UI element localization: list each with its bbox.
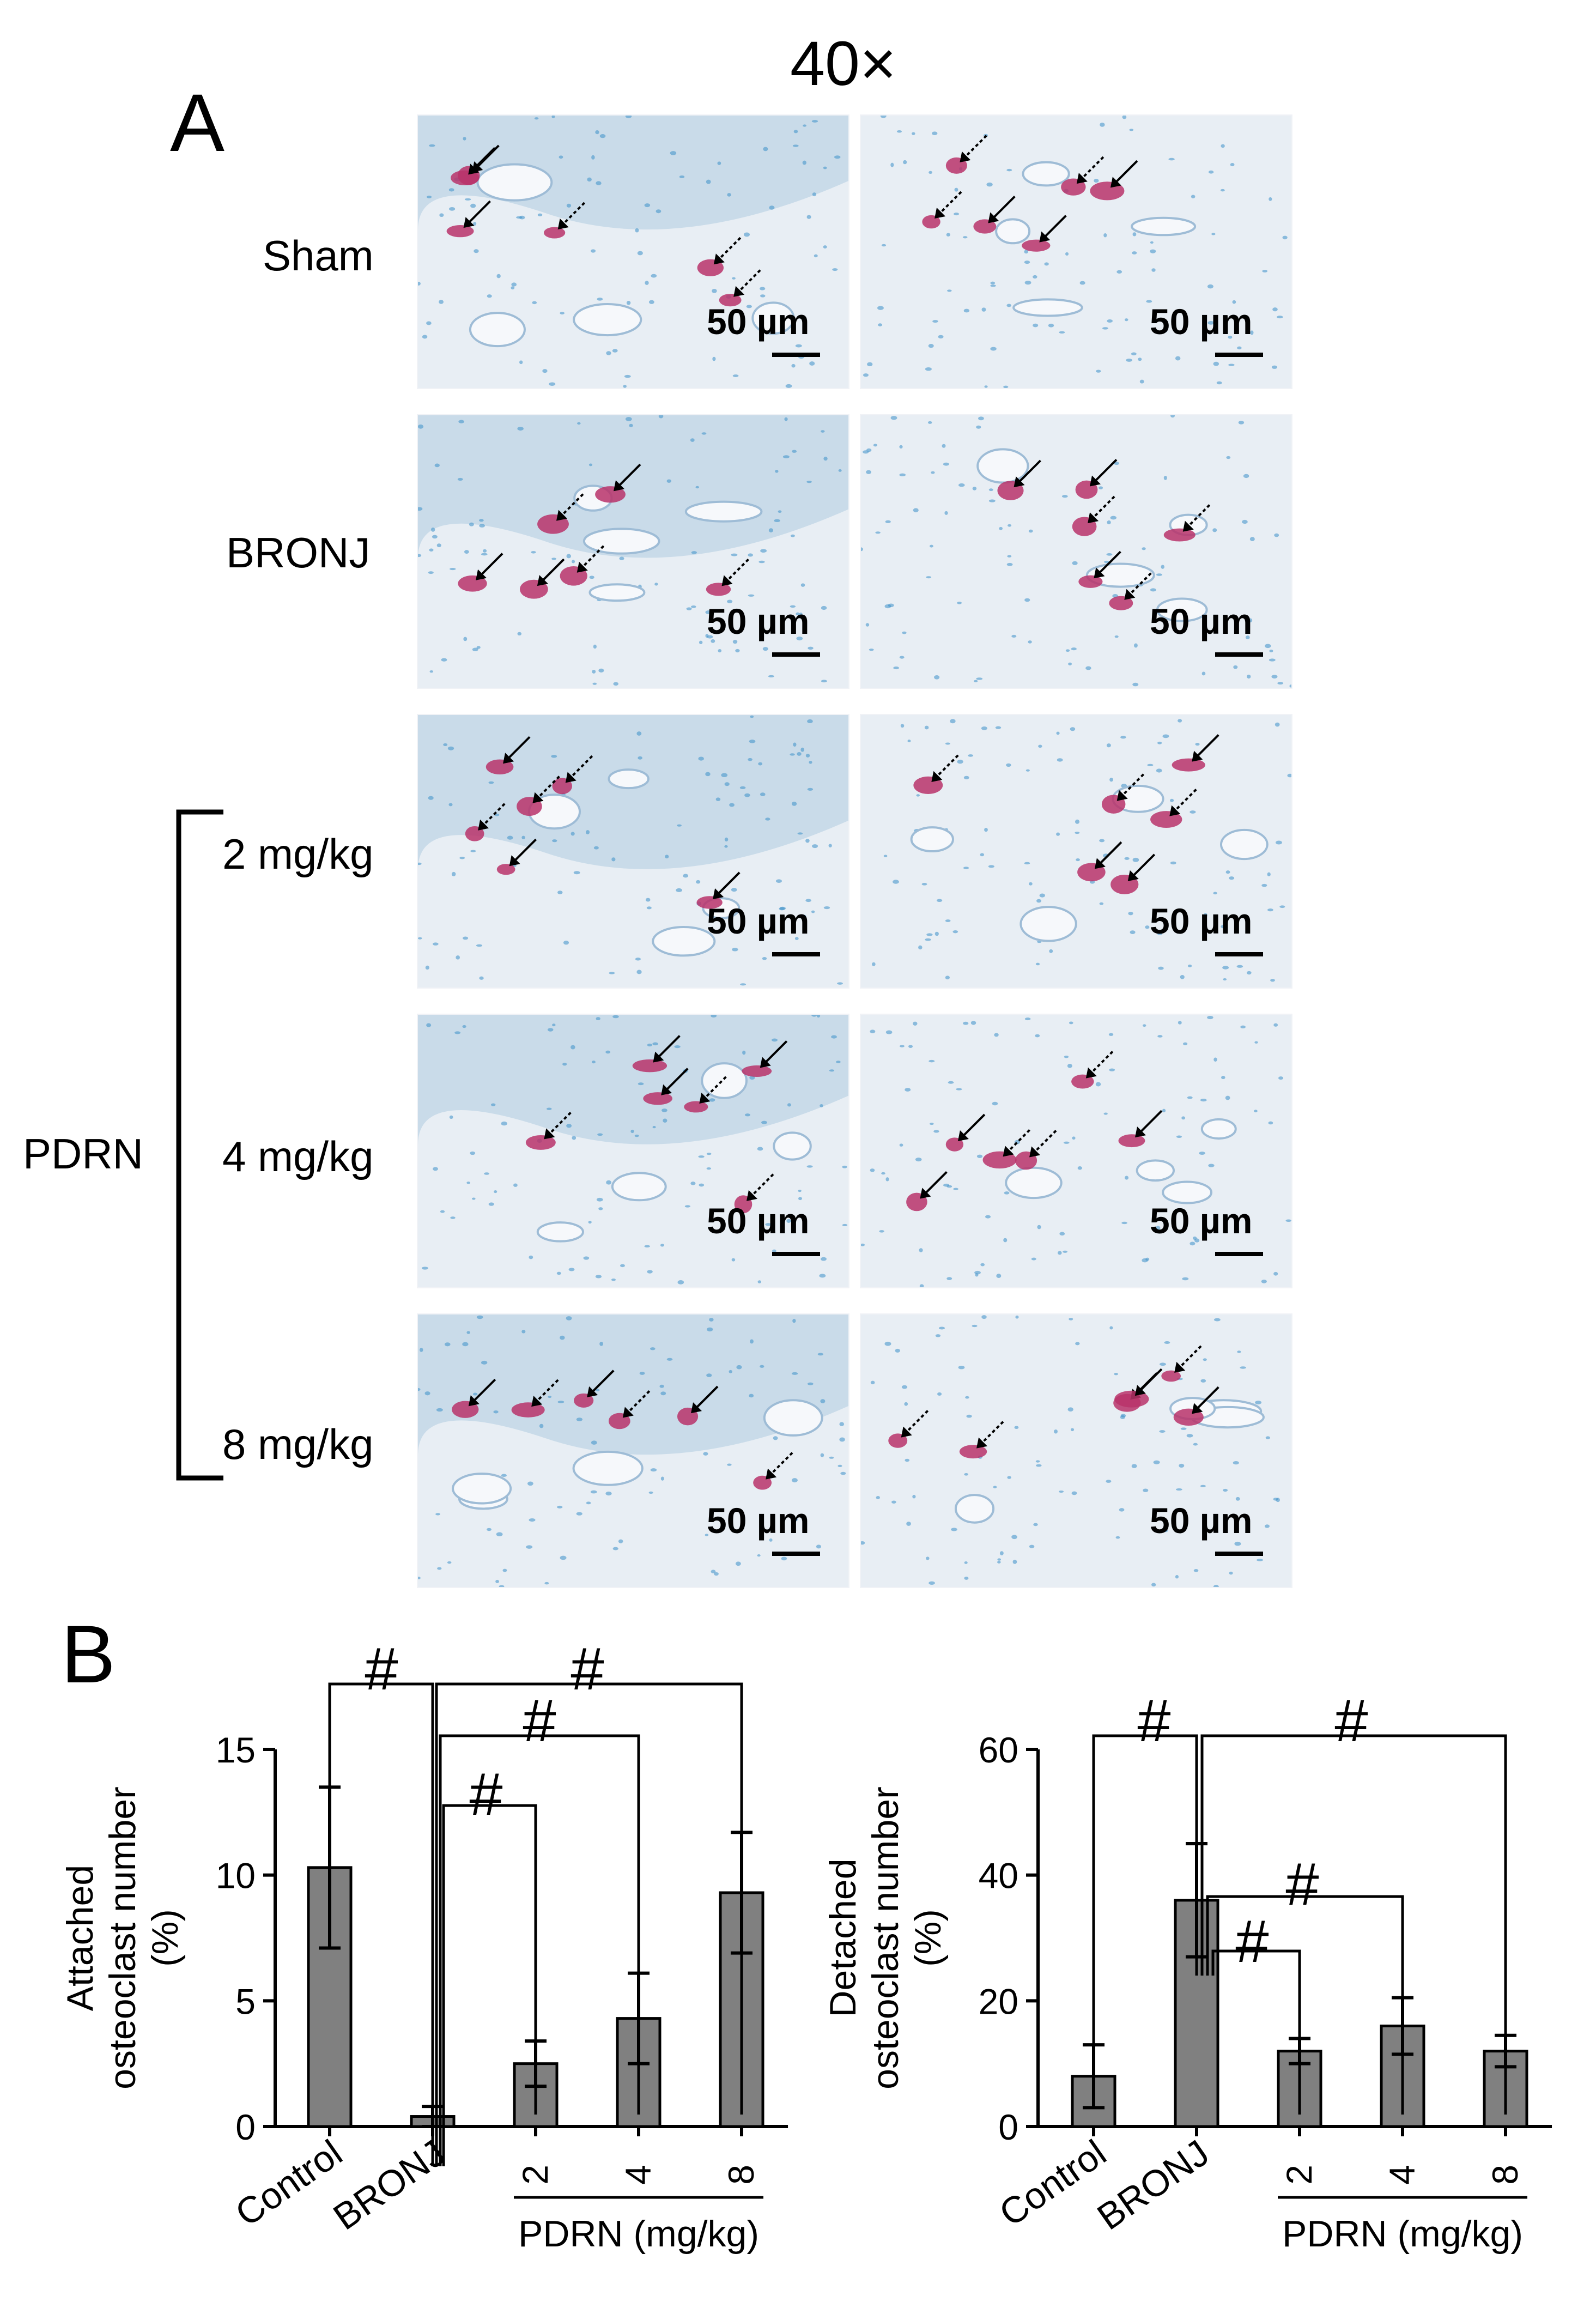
detached-osteoclast-chart: 0 20 40 60 Detached osteoclast number (%) Contr…	[822, 1687, 1552, 2255]
micrograph-2mgkg-right: 50 µm	[860, 714, 1292, 989]
significance-bracket	[328, 1682, 434, 2166]
micrograph-sham-left: 50 µm	[417, 114, 849, 389]
significance-bracket	[435, 1682, 743, 2166]
scale-bar-label: 50 µm	[707, 1500, 810, 1541]
row-label-2mgkg: 2 mg/kg	[222, 830, 374, 878]
y-axis-label: Detached	[822, 1858, 864, 2017]
panel-b-letter: B	[61, 1608, 116, 1700]
scale-bar-label: 50 µm	[707, 901, 810, 941]
y-tick-label: 15	[216, 1730, 256, 1770]
significance-marker: #	[1137, 1687, 1170, 1754]
y-tick-label: 10	[216, 1856, 256, 1896]
scale-bar-label: 50 µm	[707, 1201, 810, 1241]
x-category-label: 2	[515, 2165, 555, 2185]
micrograph-2mgkg-left: 50 µm	[417, 714, 849, 989]
significance-marker: #	[1285, 1851, 1319, 1918]
significance-marker: #	[365, 1635, 398, 1703]
significance-bracket	[1206, 1895, 1404, 2115]
y-tick-label: 0	[235, 2107, 256, 2147]
significance-marker: #	[1235, 1908, 1269, 1975]
pdrn-bracket	[176, 809, 223, 1481]
micrograph-4mgkg-left: 50 µm	[417, 1014, 849, 1288]
scale-bar-label: 50 µm	[707, 601, 810, 641]
micrograph-sham-right: 50 µm	[860, 114, 1292, 389]
x-category-label: 2	[1279, 2165, 1319, 2185]
y-axis-label: osteoclast number	[865, 1786, 906, 2089]
scale-bar-label: 50 µm	[1150, 1500, 1253, 1541]
significance-bracket	[1092, 1734, 1198, 2060]
y-axis-label: (%)	[144, 1909, 186, 1967]
scale-bar	[772, 952, 820, 956]
micrograph-8mgkg-left: 50 µm	[417, 1313, 849, 1588]
y-axis-label: (%)	[907, 1909, 949, 1967]
attached-osteoclast-chart: 0 5 10 15 Attached osteoclast number (%) Contro…	[59, 1635, 788, 2255]
scale-bar	[1215, 1552, 1263, 1556]
row-label-4mgkg: 4 mg/kg	[222, 1132, 374, 1180]
significance-bracket	[439, 1734, 640, 2166]
scale-bar-label: 50 µm	[1150, 301, 1253, 342]
significance-marker: #	[523, 1687, 556, 1754]
y-tick-label: 5	[235, 1981, 256, 2021]
y-axis-label: Attached	[59, 1865, 101, 2011]
y-tick-label: 60	[979, 1730, 1018, 1770]
scale-bar	[772, 1252, 820, 1256]
y-axis-label: osteoclast number	[102, 1786, 143, 2089]
y-tick-label: 0	[998, 2107, 1018, 2147]
scale-bar-label: 50 µm	[1150, 901, 1253, 941]
x-category-label: Control	[992, 2132, 1113, 2234]
scale-bar	[1215, 952, 1263, 956]
magnification-label: 40×	[790, 29, 897, 99]
scale-bar-label: 50 µm	[1150, 601, 1253, 641]
significance-marker: #	[571, 1635, 604, 1703]
significance-marker: #	[469, 1761, 502, 1828]
significance-marker: #	[1334, 1687, 1368, 1754]
micrograph-bronj-right: 50 µm	[860, 414, 1292, 689]
scale-bar	[1215, 353, 1263, 357]
group-label-pdrn: PDRN	[23, 1130, 144, 1178]
row-label-8mgkg: 8 mg/kg	[222, 1420, 374, 1468]
scale-bar	[1215, 652, 1263, 657]
x-category-label: 8	[1485, 2165, 1525, 2185]
panel-a-letter: A	[170, 77, 225, 168]
group-label-pdrn-dose: PDRN (mg/kg)	[518, 2213, 759, 2255]
row-label-sham: Sham	[263, 232, 374, 280]
significance-bracket	[1211, 1949, 1301, 2115]
significance-bracket	[1200, 1734, 1507, 2115]
micrograph-4mgkg-right: 50 µm	[860, 1014, 1292, 1288]
x-category-label: BRONJ	[1090, 2132, 1216, 2238]
x-category-label: 4	[1382, 2165, 1422, 2185]
significance-bracket	[442, 1804, 537, 2166]
micrograph-bronj-left: 50 µm	[417, 414, 849, 689]
scale-bar	[772, 652, 820, 657]
x-category-label: Control	[228, 2132, 349, 2234]
micrograph-8mgkg-right: 50 µm	[860, 1313, 1292, 1588]
scale-bar-label: 50 µm	[1150, 1201, 1253, 1241]
scale-bar	[772, 353, 820, 357]
scale-bar	[772, 1552, 820, 1556]
x-category-label: 4	[618, 2165, 658, 2185]
row-label-bronj: BRONJ	[226, 529, 371, 577]
group-label-pdrn-dose: PDRN (mg/kg)	[1282, 2213, 1523, 2255]
scale-bar-label: 50 µm	[707, 301, 810, 342]
y-tick-label: 40	[979, 1856, 1018, 1896]
scale-bar	[1215, 1252, 1263, 1256]
y-tick-label: 20	[979, 1981, 1018, 2021]
x-category-label: 8	[721, 2165, 761, 2185]
